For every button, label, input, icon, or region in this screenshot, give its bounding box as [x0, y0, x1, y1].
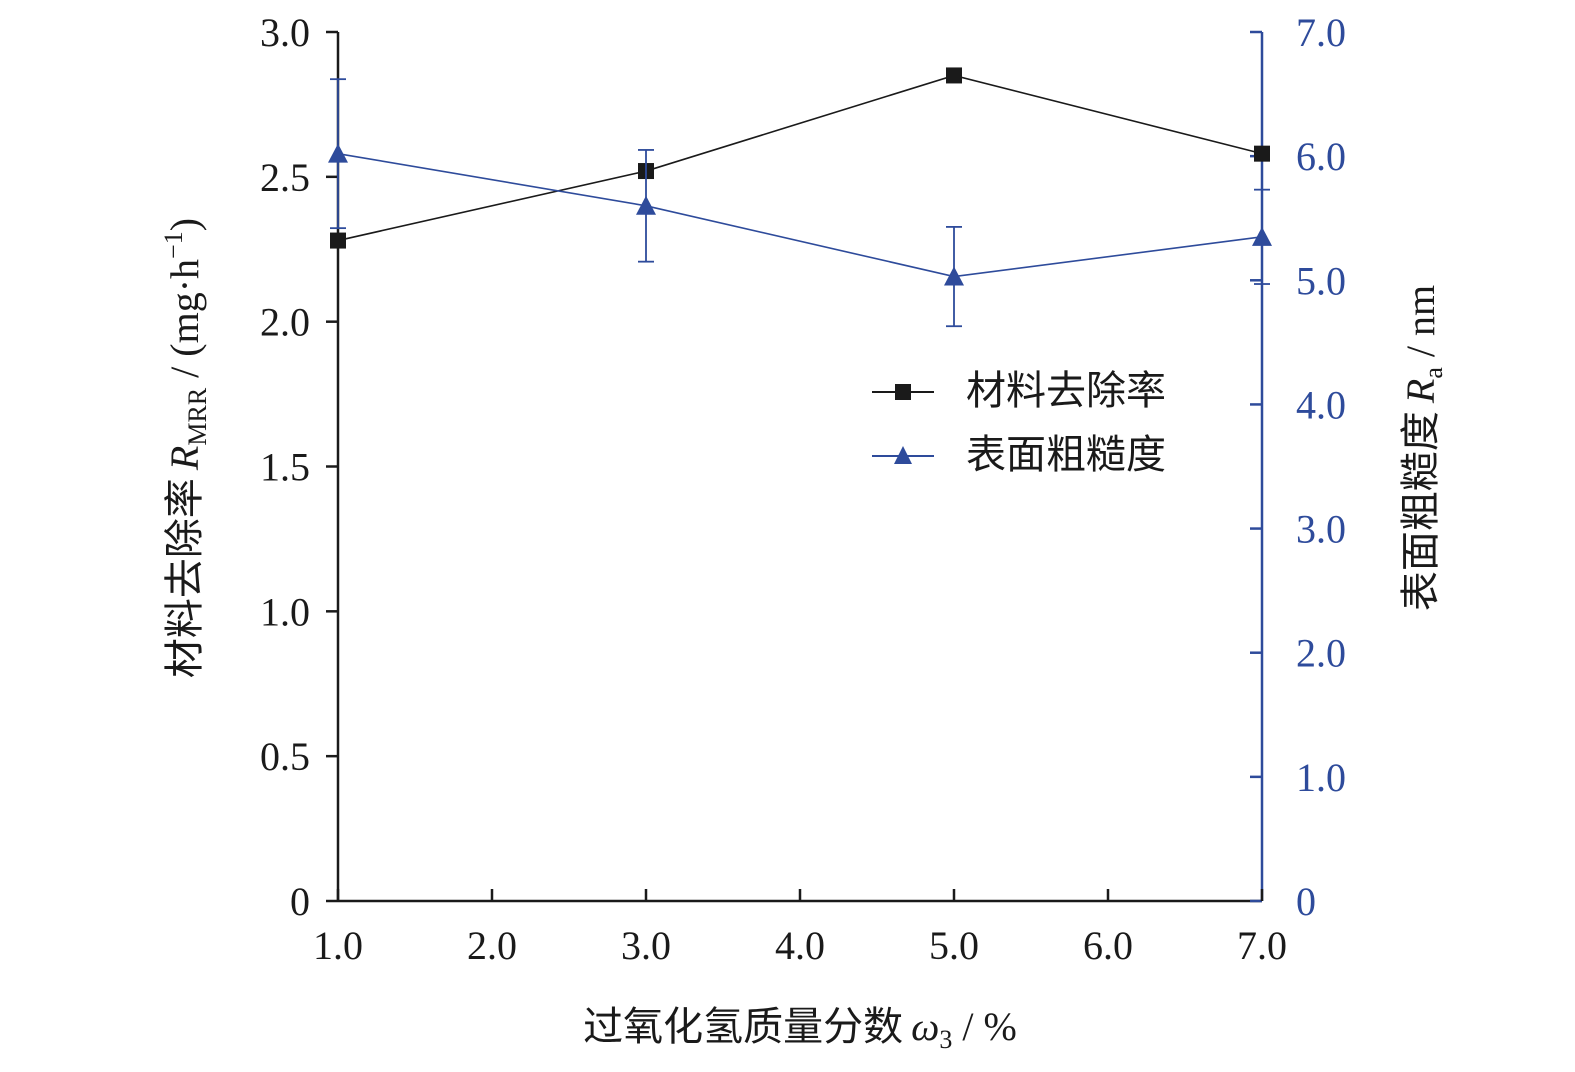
- series-line-ra: [337, 152, 1263, 278]
- data-point-triangle: [944, 266, 964, 286]
- right-y-tick-label: 5.0: [1296, 258, 1346, 303]
- data-point-triangle: [1252, 226, 1272, 246]
- left-y-tick-label: 1.5: [260, 445, 310, 490]
- left-y-tick-label: 0.5: [260, 734, 310, 779]
- series-line-mrr: [337, 74, 1263, 242]
- left-y-axis-ticks: 0 0.5 1.0 1.5 2.0 2.5 3.0: [260, 10, 338, 924]
- right-y-tick-label: 1.0: [1296, 755, 1346, 800]
- data-point-square: [330, 232, 346, 249]
- data-point-triangle: [328, 143, 348, 163]
- x-tick-label: 3.0: [621, 923, 671, 968]
- right-y-tick-label: 0: [1296, 879, 1316, 924]
- legend-label-mrr: 材料去除率: [966, 368, 1166, 413]
- left-y-tick-label: 1.0: [260, 589, 310, 634]
- x-axis-ticks: 1.0 2.0 3.0 4.0 5.0 6.0 7.0: [313, 889, 1287, 968]
- right-y-tick-label: 2.0: [1296, 631, 1346, 676]
- right-y-tick-label: 6.0: [1296, 134, 1346, 179]
- data-point-triangle: [636, 195, 656, 215]
- series-layer: [328, 67, 1272, 328]
- left-y-tick-label: 0: [290, 879, 310, 924]
- data-point-square: [1254, 145, 1270, 162]
- left-y-tick-label: 2.0: [260, 300, 310, 345]
- x-axis-title: 过氧化氢质量分数 ω3 / %: [583, 1004, 1017, 1054]
- right-y-axis-ticks: 0 1.0 2.0 3.0 4.0 5.0 6.0 7.0: [1250, 10, 1346, 924]
- x-tick-label: 4.0: [775, 923, 825, 968]
- x-tick-label: 5.0: [929, 923, 979, 968]
- legend-square-marker: [895, 384, 911, 400]
- right-y-tick-label: 7.0: [1296, 10, 1346, 55]
- x-tick-label: 1.0: [313, 923, 363, 968]
- right-y-axis-title: 表面粗糙度Ra / nm: [1398, 285, 1448, 611]
- left-y-axis-title: 材料去除率RMRR / (mg·h−1): [159, 218, 212, 678]
- left-y-tick-label: 2.5: [260, 155, 310, 200]
- right-y-tick-label: 4.0: [1296, 382, 1346, 427]
- legend-triangle-marker: [894, 446, 912, 464]
- x-tick-label: 2.0: [467, 923, 517, 968]
- legend-label-ra: 表面粗糙度: [966, 432, 1166, 477]
- right-y-tick-label: 3.0: [1296, 507, 1346, 552]
- x-tick-label: 7.0: [1237, 923, 1287, 968]
- data-point-square: [946, 67, 962, 84]
- left-y-tick-label: 3.0: [260, 10, 310, 55]
- x-tick-label: 6.0: [1083, 923, 1133, 968]
- legend: 材料去除率 表面粗糙度: [872, 368, 1166, 477]
